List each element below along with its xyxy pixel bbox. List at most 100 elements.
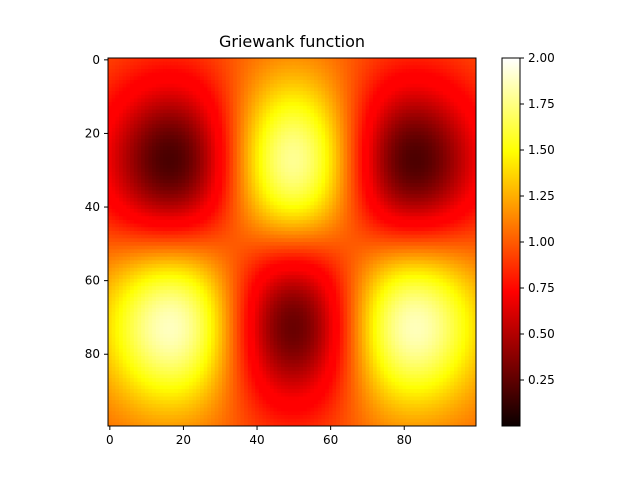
heatmap-cell	[428, 153, 433, 158]
heatmap-cell	[299, 131, 304, 136]
heatmap-cell	[442, 208, 448, 214]
heatmap-cell	[177, 168, 183, 173]
heatmap-cell	[358, 120, 363, 125]
heatmap-cell	[350, 109, 356, 114]
heatmap-cell	[442, 58, 448, 63]
heatmap-cell	[417, 157, 422, 162]
heatmap-cell	[258, 161, 264, 166]
heatmap-cell	[336, 72, 341, 77]
heatmap-cell	[111, 58, 116, 63]
heatmap-cell	[119, 80, 124, 85]
heatmap-cell	[225, 212, 230, 217]
heatmap-cell	[457, 113, 462, 118]
heatmap-cell	[395, 150, 400, 155]
heatmap-cell	[332, 183, 337, 188]
heatmap-cell	[310, 98, 315, 103]
heatmap-cell	[306, 150, 311, 155]
heatmap-cell	[177, 238, 183, 243]
heatmap-cell	[328, 113, 333, 118]
heatmap-cell	[350, 190, 356, 195]
heatmap-cell	[439, 94, 444, 99]
heatmap-cell	[115, 219, 120, 225]
heatmap-cell	[130, 91, 135, 96]
heatmap-cell	[119, 161, 124, 166]
heatmap-cell	[424, 98, 429, 103]
heatmap-cell	[163, 102, 168, 107]
heatmap-cell	[155, 135, 161, 140]
heatmap-cell	[325, 175, 330, 180]
heatmap-cell	[166, 116, 172, 122]
heatmap-cell	[339, 142, 345, 147]
heatmap-cell	[310, 116, 315, 122]
heatmap-cell	[277, 120, 282, 125]
heatmap-cell	[306, 109, 311, 114]
heatmap-cell	[155, 238, 161, 243]
heatmap-cell	[402, 219, 407, 225]
heatmap-cell	[372, 219, 378, 225]
heatmap-cell	[108, 179, 113, 184]
heatmap-cell	[155, 94, 161, 99]
heatmap-cell	[372, 142, 378, 147]
heatmap-cell	[137, 116, 142, 122]
heatmap-cell	[258, 87, 264, 92]
heatmap-cell	[402, 138, 407, 144]
heatmap-cell	[170, 58, 175, 63]
heatmap-cell	[384, 183, 389, 188]
heatmap-cell	[372, 87, 378, 92]
heatmap-cell	[211, 183, 216, 188]
heatmap-cell	[214, 120, 219, 125]
heatmap-cell	[439, 105, 444, 111]
heatmap-cell	[420, 127, 425, 133]
heatmap-cell	[148, 131, 153, 136]
heatmap-cell	[402, 205, 407, 210]
heatmap-cell	[277, 230, 282, 236]
heatmap-cell	[203, 65, 208, 70]
heatmap-cell	[325, 65, 330, 70]
heatmap-cell	[350, 179, 356, 184]
heatmap-cell	[284, 164, 289, 169]
heatmap-cell	[185, 238, 190, 243]
heatmap-cell	[166, 127, 172, 133]
heatmap-cell	[137, 223, 142, 228]
heatmap-cell	[398, 179, 403, 184]
heatmap-cell	[188, 127, 194, 133]
heatmap-cell	[450, 127, 455, 133]
heatmap-cell	[111, 234, 116, 239]
heatmap-cell	[207, 58, 212, 63]
heatmap-cell	[358, 183, 363, 188]
heatmap-cell	[420, 58, 425, 63]
heatmap-cell	[314, 168, 319, 173]
heatmap-cell	[170, 109, 175, 114]
heatmap-cell	[211, 208, 216, 214]
heatmap-cell	[273, 138, 278, 144]
heatmap-cell	[347, 127, 352, 133]
heatmap-cell	[384, 72, 389, 77]
heatmap-cell	[303, 183, 308, 188]
heatmap-cell	[133, 208, 138, 214]
heatmap-cell	[453, 76, 459, 81]
heatmap-cell	[277, 83, 282, 88]
heatmap-cell	[200, 120, 205, 125]
heatmap-cell	[413, 219, 418, 225]
heatmap-cell	[314, 61, 319, 66]
heatmap-cell	[303, 201, 308, 206]
heatmap-cell	[347, 161, 352, 166]
heatmap-cell	[185, 127, 190, 133]
heatmap-cell	[325, 94, 330, 99]
heatmap-cell	[111, 91, 116, 96]
heatmap-cell	[251, 194, 256, 199]
heatmap-cell	[280, 205, 286, 210]
heatmap-cell	[236, 212, 241, 217]
heatmap-cell	[384, 65, 389, 70]
heatmap-cell	[431, 230, 437, 236]
heatmap-cell	[295, 227, 300, 232]
heatmap-cell	[325, 183, 330, 188]
heatmap-cell	[446, 161, 451, 166]
heatmap-cell	[284, 87, 289, 92]
heatmap-cell	[350, 208, 356, 214]
heatmap-cell	[365, 230, 370, 236]
heatmap-cell	[277, 135, 282, 140]
heatmap-cell	[464, 135, 470, 140]
heatmap-cell	[177, 197, 183, 203]
heatmap-cell	[244, 91, 249, 96]
